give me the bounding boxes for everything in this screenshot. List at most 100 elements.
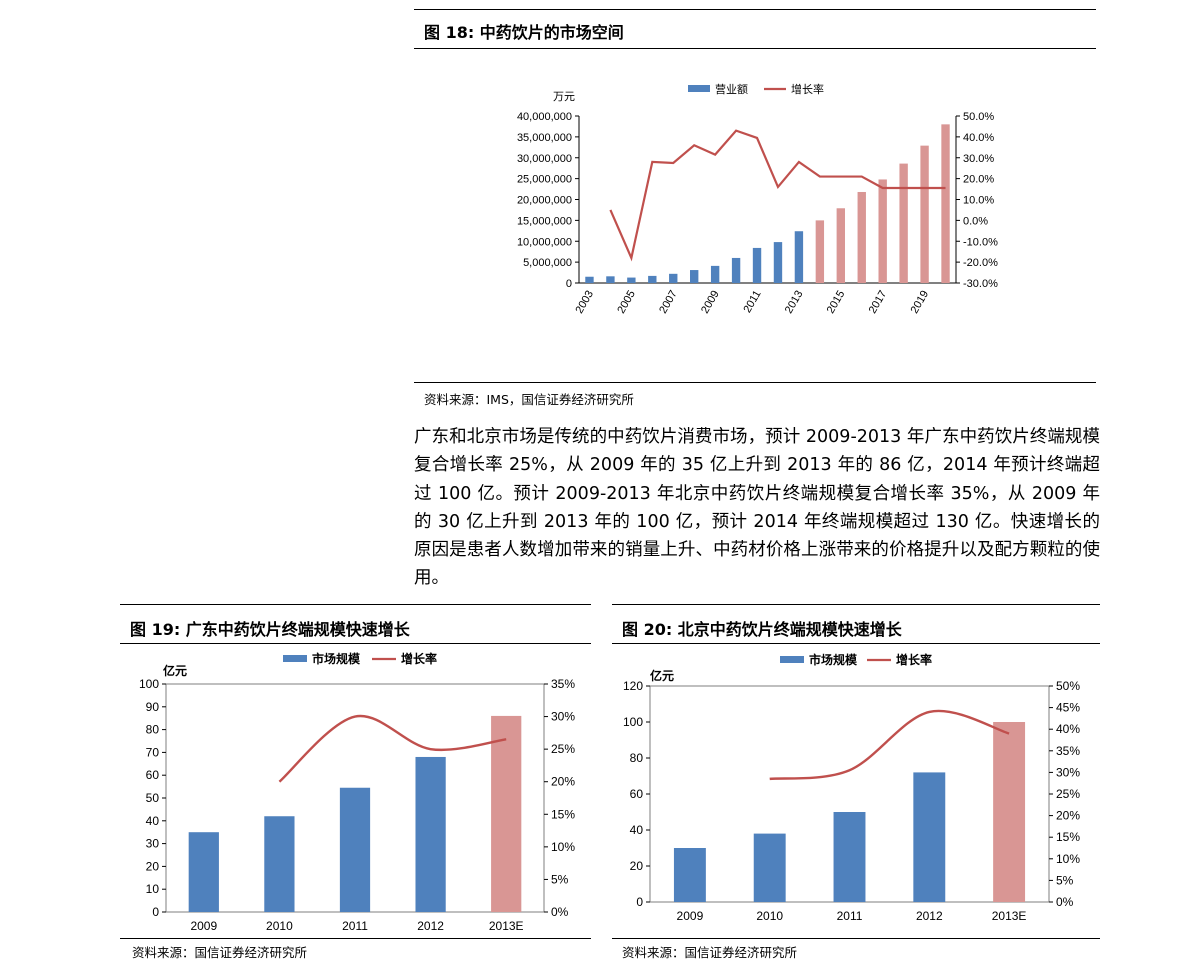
fig18-bottom-rule <box>414 382 1096 383</box>
growth-rate-line <box>769 709 1010 781</box>
fig19-title-rule <box>120 643 591 644</box>
forecast-bar <box>920 145 929 283</box>
y-tick-label: 20,000,000 <box>517 195 572 207</box>
fig19-source: 资料来源：国信证券经济研究所 <box>132 945 308 960</box>
body-paragraph: 广东和北京市场是传统的中药饮片消费市场，预计 2009-2013 年广东中药饮片… <box>414 423 1100 593</box>
y2-tick-label: 10% <box>551 840 575 854</box>
bar <box>753 833 786 902</box>
y-tick-label: 0 <box>152 905 159 919</box>
y2-tick-label: 15% <box>551 807 575 821</box>
x-tick-label: 2019 <box>909 289 932 316</box>
bar <box>669 273 678 283</box>
growth-rate-line <box>609 129 946 262</box>
y-tick-label: 120 <box>623 679 643 693</box>
forecast-bar <box>899 163 908 283</box>
y2-tick-label: 10.0% <box>963 195 994 207</box>
y2-tick-label: 20% <box>551 775 575 789</box>
y-axis-unit-label: 亿元 <box>650 668 674 683</box>
y2-tick-label: 40% <box>1056 722 1080 736</box>
bar <box>773 242 783 283</box>
y2-tick-label: 20% <box>1056 809 1080 823</box>
x-tick-label: 2003 <box>573 289 596 316</box>
y-tick-label: 80 <box>630 751 644 765</box>
y-tick-label: 90 <box>146 700 160 714</box>
forecast-bar <box>993 722 1026 902</box>
bar <box>606 276 615 283</box>
y2-tick-label: 0.0% <box>963 215 988 227</box>
x-tick-label: 2017 <box>867 289 890 316</box>
bar <box>690 270 699 283</box>
x-tick-label: 2015 <box>825 289 848 316</box>
y-tick-label: 40 <box>630 823 644 837</box>
bar <box>585 276 594 283</box>
x-tick-label: 2009 <box>699 289 722 316</box>
legend-label-line: 增长率 <box>401 651 437 666</box>
forecast-bar <box>491 715 522 912</box>
y2-tick-label: 20.0% <box>963 174 994 186</box>
y-tick-label: 25,000,000 <box>517 174 572 186</box>
y2-tick-label: 45% <box>1056 701 1080 715</box>
bar <box>794 231 804 283</box>
x-tick-label: 2013E <box>992 909 1027 923</box>
y2-tick-label: 15% <box>1056 830 1080 844</box>
legend-label-bar: 营业额 <box>715 82 748 96</box>
body-paragraph-text: 广东和北京市场是传统的中药饮片消费市场，预计 2009-2013 年广东中药饮片… <box>414 427 1100 589</box>
fig20-title-rule <box>612 643 1100 644</box>
forecast-bar <box>857 191 866 283</box>
y2-tick-label: 5% <box>551 872 569 886</box>
bar <box>415 756 446 912</box>
bar <box>264 816 295 912</box>
y-tick-label: 20 <box>630 859 644 873</box>
y-tick-label: 40 <box>146 814 160 828</box>
y2-tick-label: 25% <box>1056 787 1080 801</box>
bar <box>339 787 371 912</box>
fig19-chart: 0 10 20 30 40 50 60 70 80 90 100 0% 5% 10% 15% 20% 25% 30… <box>139 651 575 933</box>
bar <box>752 247 762 283</box>
bar <box>188 832 219 912</box>
y2-tick-label: -30.0% <box>963 278 998 290</box>
fig20-chart: 0 20 40 60 80 100 120 0% 5% 10% 15% 20% 25% 30% 35% 40%… <box>623 652 1080 923</box>
y-tick-label: 80 <box>146 723 160 737</box>
y2-tick-label: 35% <box>1056 744 1080 758</box>
fig19-bottom-rule <box>120 938 591 939</box>
growth-rate-line <box>278 714 507 783</box>
y2-tick-label: 50% <box>1056 679 1080 693</box>
y2-tick-label: 0% <box>1056 895 1074 909</box>
fig18-source: 资料来源：IMS，国信证券经济研究所 <box>424 392 634 407</box>
y2-tick-label: 50.0% <box>963 111 994 123</box>
y-tick-label: 30 <box>146 837 160 851</box>
y2-tick-label: 5% <box>1056 873 1074 887</box>
y2-tick-label: 30% <box>1056 765 1080 779</box>
forecast-bar <box>836 208 845 283</box>
y2-tick-label: -10.0% <box>963 236 998 248</box>
x-tick-label: 2012 <box>417 919 444 933</box>
fig18-top-rule <box>414 9 1096 10</box>
x-tick-label: 2009 <box>190 919 217 933</box>
fig20-top-rule <box>612 604 1100 605</box>
x-tick-label: 2011 <box>837 909 863 923</box>
bar <box>913 772 946 902</box>
bar <box>648 275 657 283</box>
x-tick-label: 2007 <box>657 289 680 316</box>
x-tick-label: 2010 <box>266 919 293 933</box>
y-tick-label: 15,000,000 <box>517 215 572 227</box>
x-tick-label: 2013E <box>489 919 524 933</box>
fig18-chart: 0 5,000,000 10,000,000 15,000,000 20,000,000… <box>517 82 998 316</box>
bar <box>833 812 866 902</box>
y2-tick-label: 10% <box>1056 852 1080 866</box>
fig18-title-rule <box>414 48 1096 49</box>
y-tick-label: 100 <box>139 677 159 691</box>
legend-swatch-bar <box>688 85 710 92</box>
y-tick-label: 10 <box>146 882 160 896</box>
y2-tick-label: 30% <box>551 710 575 724</box>
y-tick-label: 5,000,000 <box>523 257 572 269</box>
fig20-bottom-rule <box>612 938 1100 939</box>
forecast-bar <box>878 179 887 283</box>
y-tick-label: 0 <box>636 895 643 909</box>
y2-tick-label: 40.0% <box>963 132 994 144</box>
y-axis-unit-label: 万元 <box>553 90 575 103</box>
legend-label-line: 增长率 <box>791 82 824 96</box>
bar <box>673 848 706 902</box>
y2-tick-label: 0% <box>551 905 569 919</box>
y2-tick-label: 25% <box>551 742 575 756</box>
